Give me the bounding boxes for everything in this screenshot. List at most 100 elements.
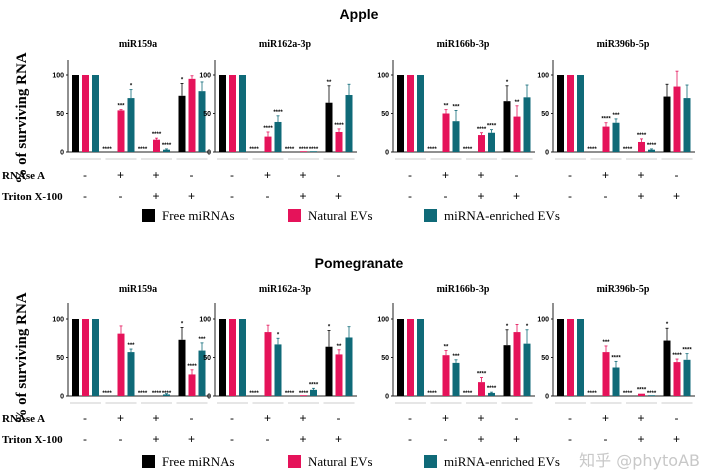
triton-condition: - bbox=[119, 189, 123, 203]
rnase-condition: - bbox=[408, 168, 412, 182]
chart-title: Apple bbox=[340, 6, 379, 22]
bar bbox=[503, 101, 511, 152]
y-tick-label: 100 bbox=[377, 73, 389, 80]
bar bbox=[127, 98, 135, 152]
significance-label: **** bbox=[152, 391, 162, 397]
rnase-condition: - bbox=[230, 411, 234, 425]
bar bbox=[117, 333, 125, 396]
bar bbox=[274, 121, 282, 152]
significance-label: **** bbox=[162, 391, 172, 397]
watermark: 知乎 @phytoAB bbox=[579, 451, 700, 470]
legend-label: Natural EVs bbox=[308, 454, 373, 469]
triton-condition: + bbox=[477, 432, 484, 446]
significance-label: *** bbox=[612, 113, 620, 119]
panel-title: miR166b-3p bbox=[437, 284, 490, 295]
y-tick-label: 100 bbox=[537, 73, 549, 80]
rnase-condition: + bbox=[264, 411, 271, 425]
legend-swatch bbox=[288, 209, 301, 222]
significance-label: **** bbox=[487, 386, 497, 392]
triton-condition: - bbox=[83, 189, 87, 203]
triton-condition: + bbox=[188, 189, 195, 203]
bar bbox=[188, 374, 196, 396]
significance-label: **** bbox=[427, 147, 437, 153]
bar bbox=[229, 75, 236, 152]
bar bbox=[602, 352, 610, 396]
bar bbox=[612, 122, 620, 152]
triton-condition: - bbox=[408, 432, 412, 446]
significance-label: **** bbox=[299, 147, 309, 153]
bar bbox=[478, 135, 485, 152]
rnase-condition: - bbox=[515, 168, 519, 182]
bar bbox=[82, 75, 89, 152]
bar bbox=[397, 75, 404, 152]
rnase-condition: + bbox=[117, 168, 124, 182]
bar bbox=[325, 346, 333, 396]
significance-label: *** bbox=[602, 340, 610, 346]
rnase-condition: - bbox=[83, 411, 87, 425]
bar bbox=[310, 151, 317, 152]
significance-label: **** bbox=[102, 147, 112, 153]
bar bbox=[239, 75, 246, 152]
significance-label: **** bbox=[309, 147, 319, 153]
triton-condition: + bbox=[513, 432, 520, 446]
significance-label: **** bbox=[477, 372, 487, 378]
bar bbox=[188, 78, 196, 152]
panel-title: miR159a bbox=[119, 39, 157, 50]
bar bbox=[683, 359, 691, 396]
bar bbox=[198, 350, 206, 396]
significance-label: **** bbox=[623, 391, 633, 397]
significance-label: ** bbox=[444, 345, 449, 351]
bar bbox=[503, 345, 511, 396]
bar bbox=[557, 319, 564, 396]
rnase-condition: - bbox=[337, 168, 341, 182]
significance-label: **** bbox=[587, 147, 597, 153]
significance-label: * bbox=[277, 332, 280, 338]
significance-label: **** bbox=[102, 391, 112, 397]
bar bbox=[407, 319, 414, 396]
triton-condition: - bbox=[266, 432, 270, 446]
significance-label: **** bbox=[162, 143, 172, 149]
bar bbox=[407, 75, 414, 152]
significance-label: ** bbox=[327, 80, 332, 86]
significance-label: **** bbox=[309, 382, 319, 388]
bar bbox=[229, 319, 236, 396]
significance-label: **** bbox=[637, 133, 647, 139]
legend-swatch bbox=[424, 455, 437, 468]
bar bbox=[638, 393, 645, 396]
rnase-condition: + bbox=[602, 411, 609, 425]
y-tick-label: 0 bbox=[60, 394, 64, 401]
bar bbox=[417, 319, 424, 396]
significance-label: **** bbox=[138, 147, 148, 153]
y-tick-label: 0 bbox=[385, 394, 389, 401]
triton-condition: - bbox=[266, 189, 270, 203]
legend-label: miRNA-enriched EVs bbox=[444, 208, 560, 223]
triton-condition: - bbox=[604, 432, 608, 446]
bar bbox=[300, 151, 307, 152]
row-label-rnase: RNAse A bbox=[2, 413, 45, 425]
significance-label: **** bbox=[623, 147, 633, 153]
triton-condition: + bbox=[673, 432, 680, 446]
significance-label: *** bbox=[452, 354, 460, 360]
significance-label: * bbox=[526, 324, 529, 330]
triton-condition: + bbox=[637, 189, 644, 203]
rnase-condition: - bbox=[515, 411, 519, 425]
significance-label: **** bbox=[299, 391, 309, 397]
triton-condition: - bbox=[568, 432, 572, 446]
bar bbox=[163, 394, 170, 396]
bar bbox=[523, 343, 531, 396]
triton-condition: + bbox=[477, 189, 484, 203]
row-label-triton: Triton X-100 bbox=[2, 191, 63, 203]
significance-label: **** bbox=[263, 126, 273, 132]
triton-condition: - bbox=[83, 432, 87, 446]
chart-title: Pomegranate bbox=[315, 255, 404, 271]
y-tick-label: 0 bbox=[60, 150, 64, 157]
bar bbox=[442, 113, 450, 152]
bar bbox=[567, 319, 574, 396]
rnase-condition: + bbox=[602, 168, 609, 182]
panel-title: miR162a-3p bbox=[259, 39, 312, 50]
triton-condition: - bbox=[119, 432, 123, 446]
y-tick-label: 50 bbox=[381, 355, 389, 362]
rnase-condition: + bbox=[264, 168, 271, 182]
panel-title: miR159a bbox=[119, 284, 157, 295]
y-tick-label: 100 bbox=[199, 73, 211, 80]
